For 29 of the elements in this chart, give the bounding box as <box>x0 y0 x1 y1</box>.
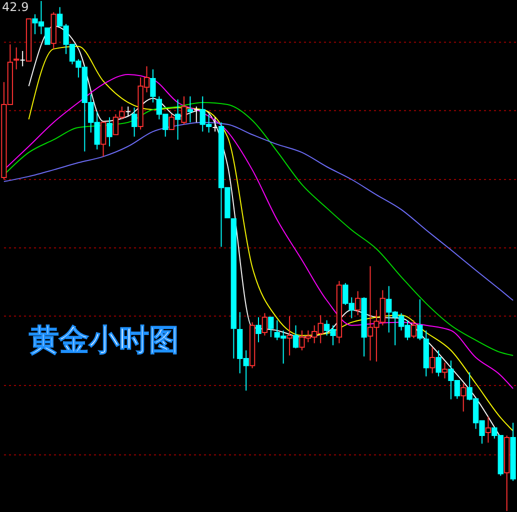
candlestick <box>132 107 138 138</box>
candlestick <box>256 316 262 343</box>
candlestick <box>100 122 106 158</box>
candlestick <box>485 416 492 444</box>
candlestick <box>181 96 187 125</box>
candlestick <box>417 298 423 341</box>
candlestick <box>150 68 156 103</box>
annotation: 42.9 <box>2 0 29 14</box>
candlestick <box>286 316 292 356</box>
candlestick <box>355 290 361 316</box>
candlestick <box>14 46 20 70</box>
candlestick <box>44 28 50 45</box>
candlestick <box>410 320 417 339</box>
candlestick <box>212 116 218 132</box>
candlestick <box>430 346 436 374</box>
candlestick <box>194 106 200 123</box>
candlestick <box>268 316 274 338</box>
candlestick <box>106 116 112 147</box>
candlestick <box>292 324 299 349</box>
candlestick <box>20 50 26 67</box>
candlestick <box>125 106 131 117</box>
candlestick <box>262 312 268 336</box>
candlestick <box>174 98 181 140</box>
candlestick <box>442 362 448 379</box>
candlestick <box>436 350 442 377</box>
candlestick <box>187 96 194 123</box>
text: 黄金小时图 <box>29 323 179 358</box>
candlestick <box>460 383 466 412</box>
candlestick <box>168 114 174 130</box>
